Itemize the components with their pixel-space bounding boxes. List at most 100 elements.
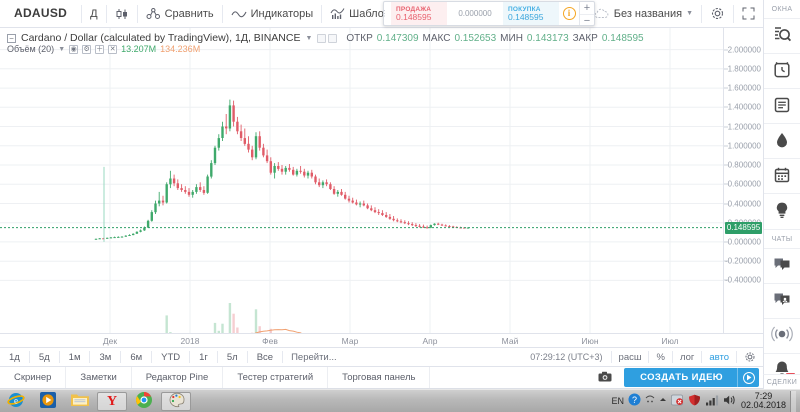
internet-explorer-icon: e: [7, 391, 25, 412]
show-desktop-button[interactable]: [790, 390, 796, 412]
chart-area[interactable]: 2.0 − Cardano / Dollar (calculated by Tr…: [0, 28, 763, 347]
clock[interactable]: 7:29 02.04.2018: [741, 391, 786, 411]
legend-toggle-group[interactable]: [317, 33, 338, 43]
sidebar-item-alerts[interactable]: [764, 54, 800, 90]
help-icon[interactable]: ?: [628, 393, 641, 409]
bottom-tab[interactable]: Редактор Pine: [132, 367, 224, 388]
network-icon[interactable]: [705, 394, 719, 409]
taskbar-media-player[interactable]: [32, 391, 64, 412]
add-icon[interactable]: ＋: [95, 44, 105, 54]
time-tick-label: Фев: [262, 336, 278, 346]
visibility-icon[interactable]: ◉: [69, 44, 79, 54]
chart-canvas[interactable]: 2.0: [0, 28, 763, 347]
collapse-legend-icon[interactable]: −: [7, 33, 16, 43]
bottom-tab[interactable]: Скринер: [0, 367, 67, 388]
visibility-icon[interactable]: [317, 33, 327, 43]
tray-expand-icon[interactable]: [645, 394, 655, 408]
order-panel[interactable]: ⋮⋮ ПРОДАЖА 0.148595 0.000000 ПОКУПКА 0.1…: [380, 1, 595, 27]
order-info-button[interactable]: i: [559, 2, 579, 25]
qty-increase-button[interactable]: +: [580, 2, 594, 15]
range-button-1д[interactable]: 1д: [9, 351, 20, 363]
range-button-5л[interactable]: 5л: [226, 351, 238, 363]
divider: [282, 351, 284, 363]
ohlc-values: ОТКР 0.147309 МАКС 0.152653 МИН 0.143173…: [346, 33, 643, 44]
range-toolbar: 1д 5д 1м 3м 6м YTD 1г 5л Все Перейти... 07:29:12 …: [0, 347, 763, 367]
snapshot-button[interactable]: [592, 371, 618, 385]
taskbar-paint[interactable]: [161, 391, 191, 411]
symbol-button[interactable]: ADAUSD: [14, 6, 68, 20]
price-tick-dash: [724, 68, 728, 70]
qty-stepper[interactable]: + −: [579, 2, 594, 27]
range-button-3м[interactable]: 3м: [99, 351, 112, 363]
sidebar-item-ideas[interactable]: [764, 194, 800, 230]
sidebar-section-windows: ОКНА: [764, 0, 800, 19]
range-button-1м[interactable]: 1м: [68, 351, 81, 363]
buy-button[interactable]: ПОКУПКА 0.148595: [503, 2, 559, 25]
taskbar-file-explorer[interactable]: [64, 391, 96, 412]
indicators-button[interactable]: Индикаторы: [223, 0, 322, 27]
chart-type-button[interactable]: [107, 0, 137, 27]
taskbar-google-chrome[interactable]: [128, 391, 160, 412]
settings-button[interactable]: [702, 0, 733, 27]
media-player-icon: [39, 391, 57, 412]
sidebar-item-notes[interactable]: [764, 89, 800, 125]
range-button-5д[interactable]: 5д: [38, 351, 50, 363]
shield-icon[interactable]: [688, 394, 701, 409]
scale-option-%[interactable]: %: [656, 351, 665, 363]
sidebar-item-private-chat[interactable]: [764, 284, 800, 319]
price-tick-label: 1.200000: [727, 122, 761, 131]
chart-settings-button[interactable]: [737, 351, 763, 363]
compare-button[interactable]: Сравнить: [138, 0, 222, 27]
price-tick-dash: [724, 241, 728, 243]
bottom-tab[interactable]: Тестер стратегий: [223, 367, 329, 388]
price-tick-label: -0.400000: [724, 275, 761, 285]
settings-icon[interactable]: [328, 33, 338, 43]
scale-option-расш[interactable]: расш: [618, 351, 642, 363]
range-button-1г[interactable]: 1г: [199, 351, 208, 363]
ohlc-key: ЗАКР: [572, 32, 598, 44]
taskbar-internet-explorer[interactable]: e: [0, 391, 32, 412]
range-button-6м[interactable]: 6м: [130, 351, 143, 363]
price-axis[interactable]: 2.000000 1.800000 1.600000 1.400000 1.20…: [723, 28, 763, 347]
bottom-tab[interactable]: Торговая панель: [328, 367, 431, 388]
divider: [733, 4, 734, 23]
price-tick-dash: [724, 260, 728, 262]
fullscreen-button[interactable]: [734, 0, 763, 27]
ohlc-key: МАКС: [422, 32, 451, 44]
sidebar-item-broadcast[interactable]: [764, 319, 800, 354]
language-indicator[interactable]: EN: [611, 396, 624, 406]
settings-icon[interactable]: ⚙: [82, 44, 92, 54]
tray-arrow-icon[interactable]: [659, 395, 667, 407]
bottom-tab[interactable]: Заметки: [66, 367, 132, 388]
range-button-Все[interactable]: Все: [256, 351, 274, 363]
time-tick-label: Дек: [102, 336, 118, 346]
volume-icon[interactable]: [723, 394, 737, 409]
time-axis[interactable]: Дек 2018 Фев Мар Апр Май Июн Июл: [0, 333, 763, 347]
sell-button[interactable]: ПРОДАЖА 0.148595: [391, 2, 447, 25]
time-tick-label: Июл: [661, 336, 679, 346]
google-chrome-icon: [135, 391, 153, 412]
divider: [221, 4, 223, 23]
price-tick-label: 0.600000: [727, 179, 761, 189]
sidebar-item-hotlist[interactable]: [764, 124, 800, 160]
range-button-YTD[interactable]: YTD: [161, 351, 181, 363]
save-layout-button[interactable]: Без названия ▼: [585, 0, 701, 27]
qty-decrease-button[interactable]: −: [583, 15, 591, 27]
sidebar-item-public-chat[interactable]: [764, 249, 800, 284]
taskbar-yandex-browser[interactable]: Y: [97, 391, 127, 411]
drag-handle-icon[interactable]: ⋮⋮: [380, 8, 396, 18]
interval-button[interactable]: Д: [82, 0, 105, 27]
create-idea-button[interactable]: СОЗДАТЬ ИДЕЮ: [624, 368, 759, 387]
divider: [648, 351, 650, 363]
bottom-tab-bar: Скринер Заметки Редактор Pine Тестер страте…: [0, 367, 763, 389]
sidebar-item-calendar[interactable]: [764, 159, 800, 195]
goto-date-button[interactable]: Перейти...: [291, 351, 337, 363]
antivirus-icon[interactable]: [671, 394, 684, 409]
notes-list-icon: [772, 95, 792, 118]
play-idea-button[interactable]: [737, 368, 759, 387]
divider: [736, 351, 737, 363]
scale-option-лог[interactable]: лог: [679, 351, 695, 363]
sidebar-item-watchlist[interactable]: [764, 19, 800, 55]
close-icon[interactable]: ✕: [108, 44, 118, 54]
scale-option-авто[interactable]: авто: [709, 351, 729, 363]
